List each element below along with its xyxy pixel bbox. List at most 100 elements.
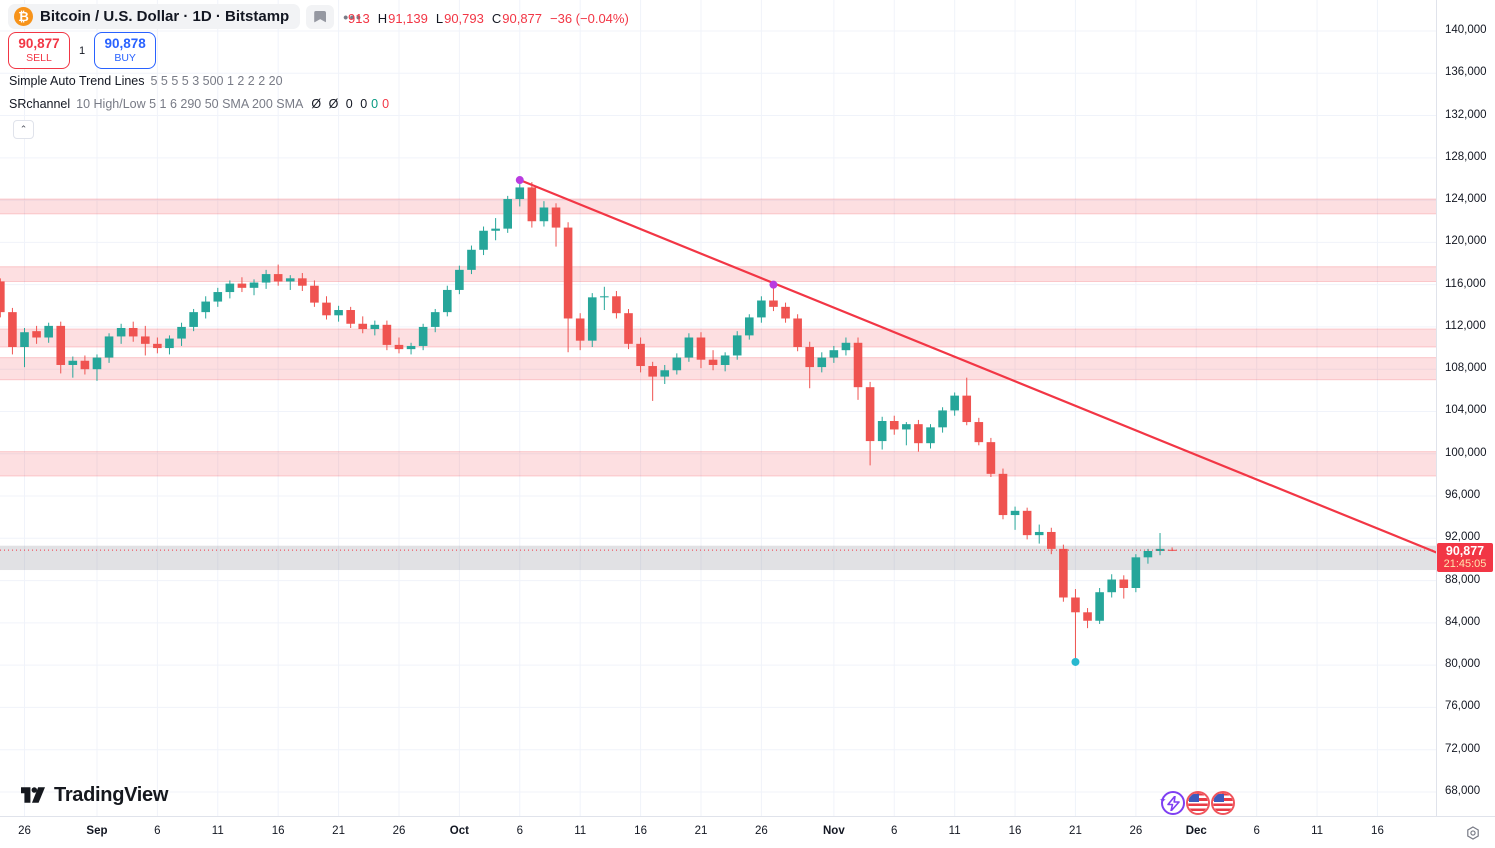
time-tick-label: 6 (516, 825, 523, 837)
candle-body (213, 292, 223, 302)
candle-body (249, 282, 259, 288)
candle-body (394, 344, 404, 350)
ohlc-readout: 913 H 91,139 L 90,793 C 90,877 −36 (−0.04%) (348, 11, 629, 26)
tradingview-watermark: TradingView (20, 783, 168, 807)
candle-body (950, 395, 959, 411)
price-tick-label: 88,000 (1445, 573, 1481, 586)
candle-body (56, 325, 66, 365)
candle-body (648, 366, 657, 377)
trend-line (518, 178, 1436, 554)
symbol-button[interactable]: ₿ Bitcoin / U.S. Dollar · 1D · Bitstamp (8, 4, 301, 29)
sr-band (0, 329, 1436, 348)
us-flag-icon[interactable] (1211, 791, 1235, 815)
candle-body (974, 422, 984, 443)
bitcoin-icon: ₿ (14, 7, 33, 26)
candle-body (153, 343, 162, 349)
candle-body (382, 324, 392, 345)
price-tick-label: 72,000 (1445, 742, 1481, 755)
candle-body (1083, 612, 1092, 621)
candle-body (902, 424, 911, 430)
price-tick-label: 128,000 (1445, 150, 1487, 163)
time-tick-label: 16 (634, 825, 647, 837)
time-tick-label: 26 (754, 825, 768, 837)
sell-price: 90,877 (18, 36, 60, 51)
candle-body (527, 187, 537, 222)
chart-svg[interactable] (0, 0, 1436, 816)
candle-body (1071, 597, 1080, 613)
price-tick-label: 140,000 (1445, 24, 1487, 36)
price-axis[interactable]: 140,000 136,000 132,000 128,000 124,000 120,0… (1436, 0, 1495, 816)
candle-body (865, 387, 875, 442)
flag-button[interactable] (306, 4, 335, 29)
candle-body (515, 187, 525, 200)
price-tick-label: 112,000 (1445, 319, 1486, 332)
indicator-name: Simple Auto Trend Lines (9, 74, 145, 88)
sell-label: SELL (26, 52, 52, 64)
price-tick-label: 104,000 (1445, 404, 1487, 417)
sell-button[interactable]: 90,877 SELL (8, 32, 70, 69)
event-icons: ✦ (1159, 791, 1235, 815)
candle-body (370, 324, 380, 330)
candle-body (829, 350, 839, 358)
candle-body (575, 318, 585, 341)
time-tick-label: 26 (18, 825, 31, 837)
candle-body (406, 345, 416, 350)
candle-body (563, 227, 573, 319)
candlestick-chart[interactable] (0, 0, 1436, 816)
time-axis[interactable]: 26 Sep 6 11 16 21 26 Oct 6 11 16 21 26 Nov 6 11 16 21 26 De… (0, 816, 1495, 848)
candle-body (418, 326, 428, 346)
candle-body (1143, 550, 1153, 558)
time-tick-label: Nov (822, 825, 845, 837)
collapse-legend-button[interactable]: ⌃ (13, 120, 34, 139)
indicator-values: 5 5 5 5 3 500 1 2 2 2 20 (150, 74, 283, 88)
candle-body (914, 424, 923, 444)
time-tick-label: 21 (1069, 825, 1082, 837)
candle-body (889, 420, 899, 430)
indicator-zero-red: 0 (382, 97, 390, 111)
indicator-values: 10 High/Low 5 1 6 290 50 SMA 200 SMA (76, 97, 304, 111)
candle-body (141, 336, 150, 344)
indicator-legend-trend-lines[interactable]: Simple Auto Trend Lines 5 5 5 5 3 500 1 2… (9, 74, 283, 88)
candle-body (128, 327, 138, 337)
candle-countdown: 21:45:05 (1443, 558, 1487, 571)
candle-body (1095, 592, 1104, 621)
candle-body (1022, 510, 1032, 536)
candle-body (732, 335, 742, 356)
price-tick-label: 132,000 (1445, 108, 1487, 121)
us-flag-icon[interactable] (1186, 791, 1210, 815)
time-tick-label: Dec (1185, 825, 1207, 837)
price-tick-label: 84,000 (1445, 615, 1481, 628)
price-tick-label: 120,000 (1445, 235, 1487, 248)
candle-body (986, 442, 996, 474)
candle-body (165, 338, 174, 349)
low-label: L (435, 11, 444, 26)
candle-body (467, 249, 476, 270)
candle-body (817, 357, 827, 368)
indicator-legend-srchannel[interactable]: SRchannel 10 High/Low 5 1 6 290 50 SMA 20… (9, 97, 389, 111)
candle-body (334, 310, 343, 316)
close-label: C (491, 11, 502, 26)
symbol-header: ₿ Bitcoin / U.S. Dollar · 1D · Bitstamp … (8, 4, 365, 29)
buy-button[interactable]: 90,878 BUY (94, 32, 157, 69)
ai-events-icon[interactable]: ✦ (1159, 791, 1185, 815)
low-value: 90,793 (444, 11, 484, 26)
candle-body (587, 297, 597, 341)
candle-body (1107, 579, 1116, 593)
last-price-label: 90,877 21:45:05 (1437, 543, 1493, 573)
time-tick-label: Sep (86, 825, 108, 837)
spread-value: 1 (79, 44, 86, 57)
price-tick-label: 136,000 (1445, 66, 1487, 79)
time-tick-label: 26 (1129, 825, 1143, 837)
symbol-title: Bitcoin / U.S. Dollar · 1D · Bitstamp (40, 8, 290, 25)
candle-body (346, 310, 355, 324)
candle-body (624, 313, 633, 344)
candle-body (273, 274, 283, 282)
candle-body (310, 285, 319, 303)
candle-body (660, 370, 670, 377)
trend-marker-dot (515, 176, 524, 185)
candle-body (998, 473, 1008, 516)
more-options-icon[interactable]: ••• (343, 8, 363, 25)
scale-settings-icon[interactable] (1465, 825, 1481, 841)
open-value: 913 (348, 11, 370, 26)
